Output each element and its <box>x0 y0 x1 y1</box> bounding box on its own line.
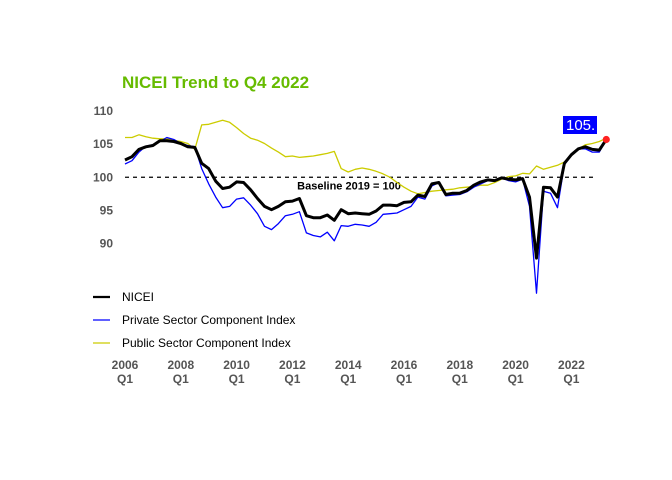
last-value-box <box>563 116 597 134</box>
series-lines <box>124 119 608 294</box>
last-value-point <box>602 135 610 144</box>
legend-label: Private Sector Component Index <box>122 313 295 327</box>
y-tick-label: 95 <box>100 203 114 217</box>
series-line-private <box>124 136 607 294</box>
legend-label: NICEI <box>122 290 154 304</box>
y-tick-label: 100 <box>93 170 113 184</box>
baseline-label: Baseline 2019 = 100 <box>297 180 401 192</box>
x-tick-quarter: Q1 <box>284 372 300 386</box>
x-tick-year: 2022 <box>558 358 585 372</box>
x-tick-year: 2008 <box>167 358 194 372</box>
x-tick-year: 2016 <box>391 358 418 372</box>
x-tick-quarter: Q1 <box>396 372 412 386</box>
x-axis: 2006Q12008Q12010Q12012Q12014Q12016Q12018… <box>112 358 585 386</box>
chart-title: NICEI Trend to Q4 2022 <box>122 73 309 92</box>
x-tick-year: 2020 <box>502 358 529 372</box>
x-tick-year: 2014 <box>335 358 362 372</box>
x-tick-quarter: Q1 <box>117 372 133 386</box>
series-line-public <box>125 119 607 195</box>
baseline: Baseline 2019 = 100 <box>125 176 595 192</box>
last-value-marker: 105. <box>563 116 610 144</box>
x-tick-year: 2006 <box>112 358 139 372</box>
y-tick-label: 90 <box>100 237 114 251</box>
y-axis: 90 95 100 105 110 <box>93 104 113 251</box>
x-tick-quarter: Q1 <box>173 372 189 386</box>
x-tick-year: 2010 <box>223 358 250 372</box>
x-tick-quarter: Q1 <box>563 372 579 386</box>
x-tick-quarter: Q1 <box>229 372 245 386</box>
legend: NICEI Private Sector Component Index Publi… <box>93 290 295 350</box>
x-tick-quarter: Q1 <box>340 372 356 386</box>
y-tick-label: 105 <box>93 137 113 151</box>
y-tick-label: 110 <box>94 104 114 118</box>
x-tick-quarter: Q1 <box>452 372 468 386</box>
last-value-label: 105. <box>566 117 595 134</box>
series-line-nicei <box>124 138 608 260</box>
x-tick-year: 2018 <box>446 358 473 372</box>
x-tick-quarter: Q1 <box>508 372 524 386</box>
legend-label: Public Sector Component Index <box>122 336 291 350</box>
x-tick-year: 2012 <box>279 358 306 372</box>
